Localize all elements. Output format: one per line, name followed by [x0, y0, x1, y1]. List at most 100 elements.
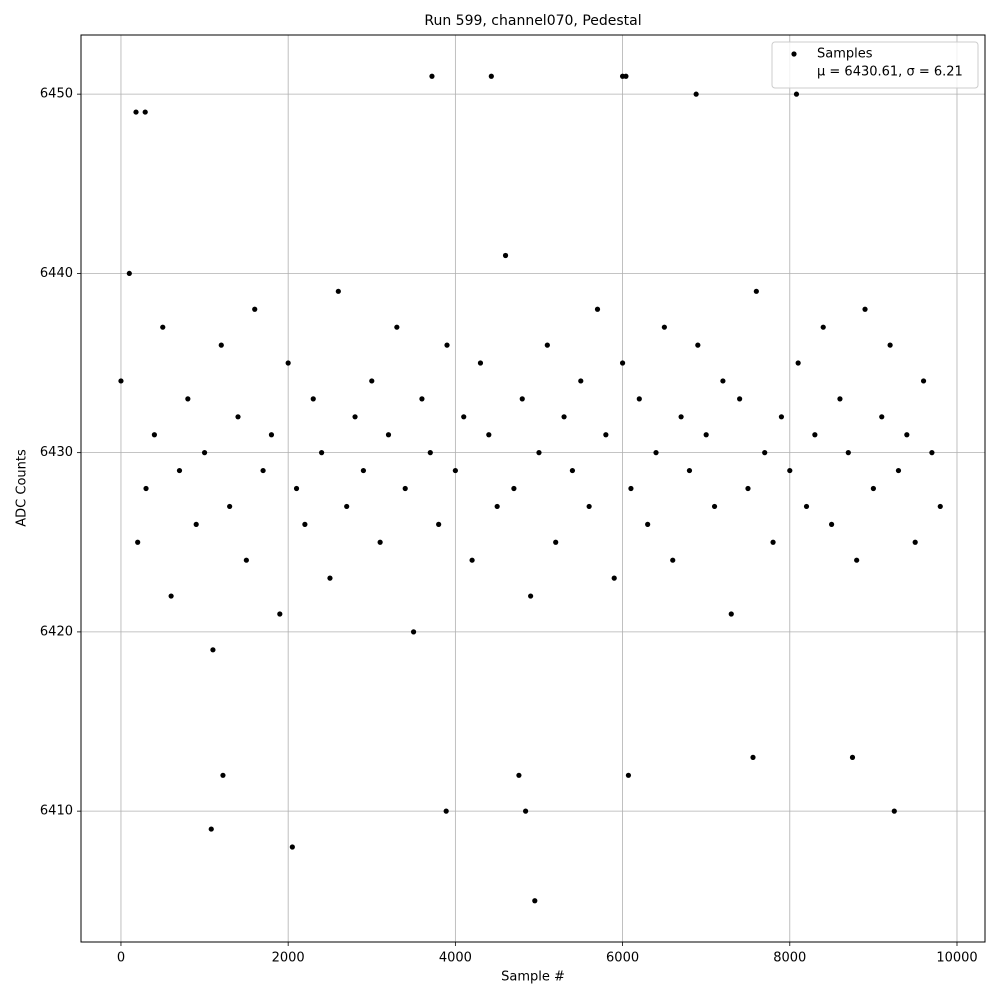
point: [377, 539, 383, 545]
point: [532, 898, 538, 904]
point: [410, 629, 417, 635]
point: [327, 575, 333, 581]
y-tick-label: 6440: [40, 266, 73, 281]
point: [891, 808, 897, 814]
point: [352, 414, 358, 420]
point: [536, 450, 542, 456]
point: [693, 91, 699, 97]
x-tick-label: 4000: [439, 951, 472, 966]
point: [611, 575, 617, 581]
point: [795, 360, 801, 366]
point: [193, 521, 199, 527]
point: [176, 467, 183, 474]
point: [151, 432, 158, 438]
plot-frame: [80, 34, 986, 943]
point: [862, 306, 868, 312]
point: [895, 467, 902, 474]
point: [201, 450, 208, 456]
point: [502, 252, 509, 259]
legend-label: Samples: [817, 47, 873, 62]
point: [728, 611, 734, 617]
point: [227, 503, 233, 510]
point: [402, 485, 408, 492]
point: [133, 109, 139, 115]
x-tick-label: 10000: [936, 951, 977, 966]
point: [803, 503, 810, 510]
point: [623, 73, 629, 79]
point: [594, 306, 601, 312]
point: [793, 91, 800, 97]
point: [686, 467, 693, 474]
point: [488, 73, 494, 79]
legend-marker: [791, 51, 797, 57]
point: [879, 414, 885, 420]
point: [854, 557, 860, 563]
point: [619, 360, 626, 366]
point: [344, 503, 350, 510]
point: [289, 844, 295, 850]
point: [210, 647, 216, 653]
x-axis-label: Sample #: [501, 970, 565, 985]
point: [578, 378, 584, 384]
point: [385, 432, 392, 438]
chart-title: Run 599, channel070, Pedestal: [424, 13, 641, 29]
point: [444, 342, 450, 348]
point: [516, 772, 522, 778]
point: [586, 503, 592, 510]
point: [904, 432, 910, 438]
point: [849, 754, 856, 760]
point: [695, 342, 701, 348]
point: [218, 342, 224, 348]
point: [753, 288, 759, 294]
point: [461, 414, 467, 420]
point: [443, 808, 449, 814]
point: [870, 485, 876, 492]
y-tick-label: 6430: [40, 445, 73, 460]
point: [528, 593, 534, 599]
point: [319, 450, 325, 456]
point: [750, 754, 756, 760]
y-tick-label: 6420: [40, 624, 73, 639]
point: [561, 414, 567, 420]
point: [603, 432, 609, 438]
point: [837, 396, 843, 402]
x-tick-label: 2000: [272, 951, 305, 966]
point: [429, 73, 435, 79]
point: [360, 467, 367, 474]
point: [653, 450, 659, 456]
point: [812, 432, 818, 438]
point: [235, 414, 241, 420]
point: [427, 450, 433, 456]
point: [920, 378, 927, 384]
y-tick-label: 6450: [40, 87, 73, 102]
point: [519, 396, 525, 402]
point: [703, 432, 709, 438]
point: [937, 503, 943, 510]
point: [126, 270, 132, 277]
point: [285, 360, 291, 366]
point: [553, 539, 559, 545]
point: [185, 396, 191, 402]
point: [787, 467, 793, 474]
point: [820, 324, 826, 330]
y-tick-label: 6410: [40, 804, 73, 819]
point: [477, 360, 484, 366]
point: [494, 503, 500, 510]
point: [887, 342, 893, 348]
point: [260, 467, 266, 474]
point: [486, 432, 492, 438]
point: [452, 467, 458, 474]
point: [628, 485, 634, 492]
point: [310, 396, 316, 402]
point: [469, 557, 475, 563]
legend-note: μ = 6430.61, σ = 6.21: [817, 65, 963, 80]
point: [220, 772, 226, 778]
point: [268, 432, 275, 438]
point: [277, 611, 283, 617]
point: [745, 485, 751, 492]
point: [678, 414, 684, 420]
point: [208, 826, 214, 832]
point: [770, 539, 776, 545]
point: [645, 521, 651, 527]
